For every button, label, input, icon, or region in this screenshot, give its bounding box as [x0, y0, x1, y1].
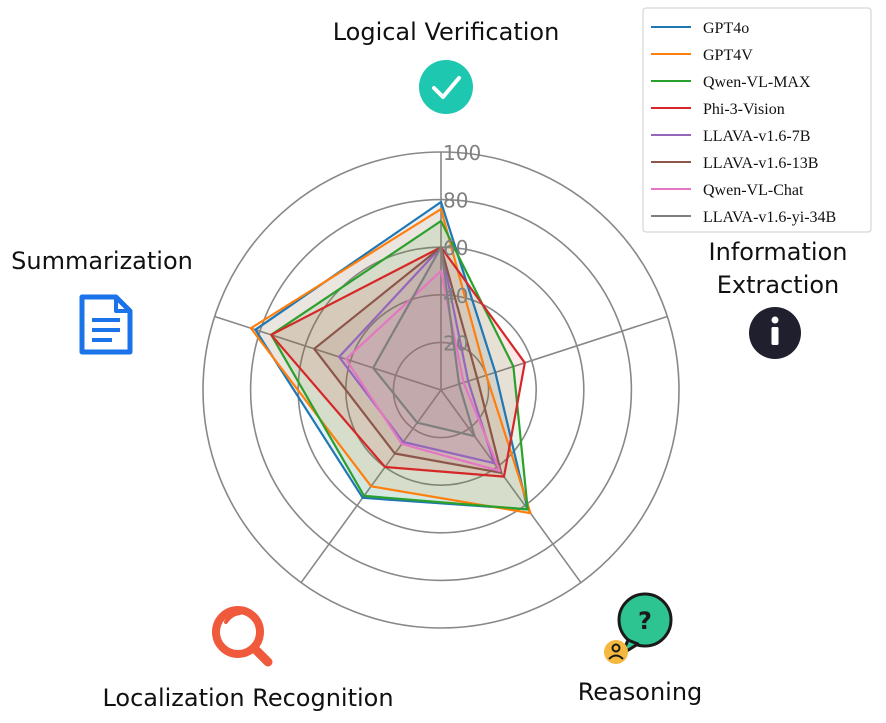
- axis-title-localization-recognition: Localization Recognition: [102, 684, 393, 712]
- legend-label-llava-v1-6-13b: LLAVA-v1.6-13B: [703, 155, 818, 172]
- radial-tick-labels: 20 40 60 80 100: [443, 141, 481, 355]
- check-circle-icon: [419, 60, 473, 114]
- tick-label-20: 20: [443, 331, 468, 355]
- axis-title-reasoning: Reasoning: [578, 678, 703, 706]
- legend-label-qwen-vl-max: Qwen-VL-MAX: [703, 74, 811, 91]
- series-line-llava-v1-6-13b: [313, 246, 503, 474]
- series-lines: [249, 200, 532, 515]
- document-icon: [79, 294, 133, 355]
- legend: GPT4o GPT4V Qwen-VL-MAX Phi-3-Vision LLAVA-v…: [642, 7, 872, 233]
- axis-title-logical-verification: Logical Verification: [333, 18, 560, 46]
- axis-title-information-extraction-line1: Information: [709, 238, 848, 266]
- legend-label-llava-v1-6-yi-34b: LLAVA-v1.6-yi-34B: [703, 209, 836, 226]
- question-bubble-icon: ?: [604, 592, 673, 664]
- series-fill-llava-v1-6-yi-34b: [373, 247, 475, 437]
- series-fill-llava-v1-6-13b: [314, 247, 502, 473]
- tick-label-40: 40: [443, 284, 468, 308]
- series-line-qwen-vl-max: [270, 219, 529, 511]
- series-fill-qwen-vl-chat: [345, 271, 500, 471]
- series-line-llava-v1-6-7b: [338, 246, 496, 465]
- tick-label-60: 60: [443, 236, 468, 260]
- spoke-reasoning: [440, 389, 582, 584]
- svg-text:?: ?: [638, 607, 652, 635]
- legend-label-gpt4v: GPT4V: [703, 47, 753, 64]
- legend-label-gpt4o: GPT4o: [703, 20, 749, 37]
- legend-label-qwen-vl-chat: Qwen-VL-Chat: [703, 182, 804, 199]
- tick-label-100: 100: [443, 141, 481, 165]
- series-line-gpt4v: [249, 208, 532, 515]
- tick-label-80: 80: [443, 189, 468, 213]
- spoke-information-extraction: [440, 315, 668, 391]
- legend-label-llava-v1-6-7b: LLAVA-v1.6-7B: [703, 128, 810, 145]
- axis-title-summarization: Summarization: [11, 247, 193, 275]
- series-fill-llava-v1-6-7b: [339, 247, 495, 464]
- series-fill-phi-3-vision: [271, 247, 525, 477]
- axis-title-information-extraction: Information Extraction: [709, 238, 848, 299]
- series-line-llava-v1-6-yi-34b: [372, 246, 476, 438]
- series-line-phi-3-vision: [270, 246, 526, 478]
- legend-label-phi-3-vision: Phi-3-Vision: [703, 101, 785, 118]
- axis-title-information-extraction-line2: Extraction: [717, 271, 840, 299]
- series-line-qwen-vl-chat: [344, 269, 501, 472]
- info-circle-icon: [749, 307, 801, 359]
- magnifier-icon: [212, 606, 273, 667]
